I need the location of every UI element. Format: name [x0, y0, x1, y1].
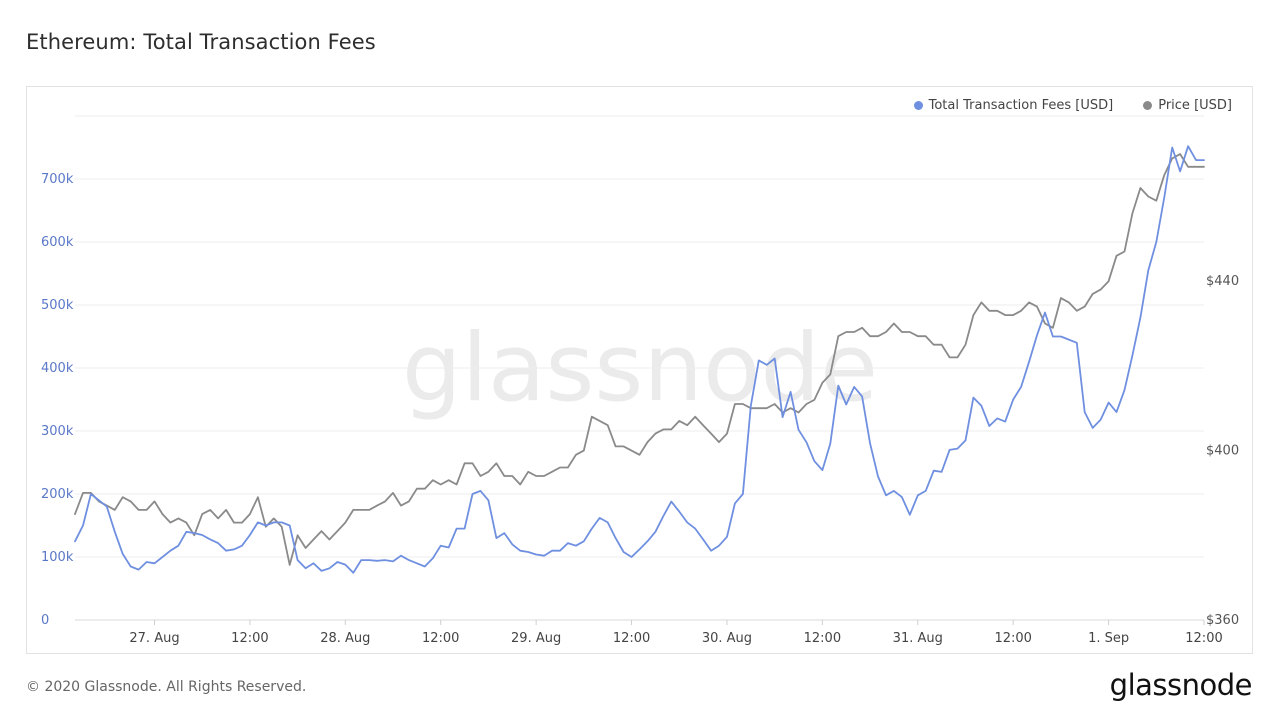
chart-legend: Total Transaction Fees [USD] Price [USD]: [913, 98, 1232, 113]
x-tick-label: 28. Aug: [320, 631, 370, 646]
y-left-tick-label: 0: [41, 613, 49, 628]
x-tick-label: 12:00: [804, 631, 841, 646]
x-tick-label: 12:00: [422, 631, 459, 646]
y-left-tick-label: 400k: [41, 361, 74, 376]
chart-frame: [26, 86, 1253, 654]
x-tick-label: 1. Sep: [1088, 631, 1129, 646]
legend-item-fees[interactable]: Total Transaction Fees [USD]: [913, 98, 1114, 113]
y-left-tick-label: 100k: [41, 550, 74, 565]
y-left-tick-label: 200k: [41, 487, 74, 502]
x-tick-label: 29. Aug: [511, 631, 561, 646]
legend-dot-fees-icon: [913, 101, 923, 110]
y-left-tick-label: 300k: [41, 424, 74, 439]
x-tick-label: 12:00: [994, 631, 1031, 646]
legend-label-price: Price [USD]: [1158, 98, 1232, 113]
series-lines: [74, 145, 1205, 574]
legend-dot-price-icon: [1143, 101, 1153, 110]
grid-lines: [75, 115, 1204, 621]
x-tick-label: 30. Aug: [702, 631, 752, 646]
axes: 0 100k 200k 300k 400k 500k 600k 700k $360 $400 $44…: [41, 172, 1239, 646]
x-tick-label: 12:00: [231, 631, 268, 646]
y-right-tick-label: $440: [1206, 274, 1239, 289]
glassnode-logo[interactable]: glassnode: [1109, 668, 1253, 702]
y-left-tick-label: 500k: [41, 298, 74, 313]
y-left-tick-label: 700k: [41, 172, 74, 187]
legend-label-fees: Total Transaction Fees [USD]: [928, 98, 1114, 113]
x-tick-label: 31. Aug: [893, 631, 943, 646]
copyright-text: © 2020 Glassnode. All Rights Reserved.: [26, 679, 307, 695]
page-title: Ethereum: Total Transaction Fees: [26, 30, 376, 54]
x-tick-label: 12:00: [613, 631, 650, 646]
y-right-tick-label: $400: [1206, 444, 1239, 459]
y-right-tick-label: $360: [1206, 613, 1239, 628]
series-price-line: [74, 153, 1205, 566]
x-tick-label: 12:00: [1185, 631, 1222, 646]
series-fees-line: [74, 145, 1205, 574]
legend-item-price[interactable]: Price [USD]: [1143, 98, 1232, 113]
x-tick-label: 27. Aug: [129, 631, 179, 646]
y-left-tick-label: 600k: [41, 235, 74, 250]
